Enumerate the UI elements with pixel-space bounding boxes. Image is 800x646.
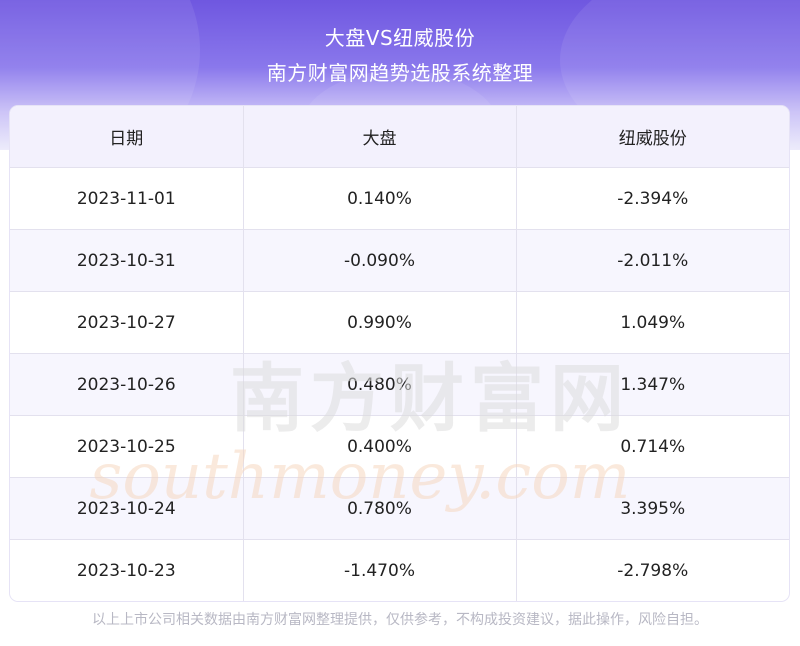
table-row: 2023-10-27 0.990% 1.049% bbox=[10, 291, 789, 354]
cell-date: 2023-10-27 bbox=[10, 291, 244, 354]
cell-date: 2023-10-25 bbox=[10, 415, 244, 478]
cell-market: 0.780% bbox=[243, 477, 517, 540]
page-title: 大盘VS纽威股份 bbox=[324, 26, 476, 50]
cell-stock: 1.347% bbox=[516, 353, 789, 416]
cell-market: 0.140% bbox=[243, 167, 517, 230]
comparison-table-card: 南方财富网 southmoney.com 日期 大盘 纽威股份 2023-11-… bbox=[10, 106, 789, 601]
column-header-market: 大盘 bbox=[243, 106, 517, 168]
cell-date: 2023-10-24 bbox=[10, 477, 244, 540]
cell-market: 0.400% bbox=[243, 415, 517, 478]
cell-date: 2023-10-26 bbox=[10, 353, 244, 416]
page-subtitle: 南方财富网趋势选股系统整理 bbox=[266, 61, 534, 85]
table-row: 2023-10-25 0.400% 0.714% bbox=[10, 415, 789, 478]
table-row: 2023-10-26 0.480% 1.347% bbox=[10, 353, 789, 416]
table-row: 2023-10-24 0.780% 3.395% bbox=[10, 477, 789, 540]
cell-market: 0.480% bbox=[243, 353, 517, 416]
cell-market: -0.090% bbox=[243, 229, 517, 292]
cell-market: -1.470% bbox=[243, 539, 517, 601]
disclaimer-footnote: 以上上市公司相关数据由南方财富网整理提供，仅供参考，不构成投资建议，据此操作，风… bbox=[92, 612, 708, 628]
cell-stock: 3.395% bbox=[516, 477, 789, 540]
table-header-row: 日期 大盘 纽威股份 bbox=[10, 106, 789, 168]
cell-date: 2023-11-01 bbox=[10, 167, 244, 230]
cell-date: 2023-10-23 bbox=[10, 539, 244, 601]
column-header-stock: 纽威股份 bbox=[516, 106, 789, 168]
cell-stock: -2.798% bbox=[516, 539, 789, 601]
table-row: 2023-10-31 -0.090% -2.011% bbox=[10, 229, 789, 292]
table-row: 2023-10-23 -1.470% -2.798% bbox=[10, 539, 789, 601]
column-header-date: 日期 bbox=[10, 106, 244, 168]
cell-stock: -2.011% bbox=[516, 229, 789, 292]
cell-market: 0.990% bbox=[243, 291, 517, 354]
cell-date: 2023-10-31 bbox=[10, 229, 244, 292]
table-row: 2023-11-01 0.140% -2.394% bbox=[10, 167, 789, 230]
comparison-table: 日期 大盘 纽威股份 2023-11-01 0.140% -2.394% 202… bbox=[10, 106, 789, 601]
cell-stock: 1.049% bbox=[516, 291, 789, 354]
cell-stock: -2.394% bbox=[516, 167, 789, 230]
cell-stock: 0.714% bbox=[516, 415, 789, 478]
